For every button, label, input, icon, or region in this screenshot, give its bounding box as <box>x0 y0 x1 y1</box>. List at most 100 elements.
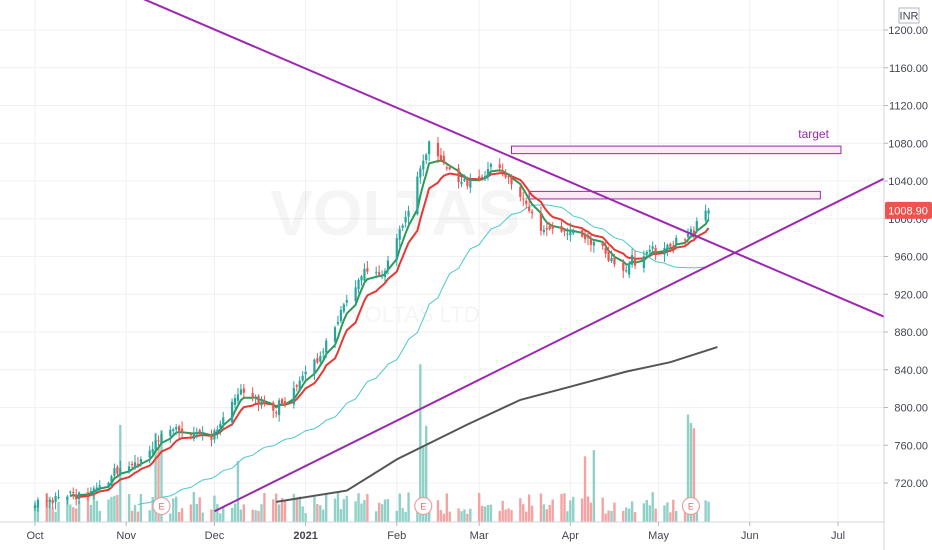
volume-bar <box>242 504 246 522</box>
currency-badge[interactable] <box>898 7 920 24</box>
volume-bar <box>648 505 651 522</box>
volume-bar <box>419 364 422 522</box>
candle-body <box>283 401 287 405</box>
candle-body <box>110 476 113 485</box>
candle-body <box>148 450 151 458</box>
watermark: VOLTAS VOLTAS LTD <box>270 177 520 327</box>
volume-bar <box>448 511 451 522</box>
volume-bar <box>630 501 634 522</box>
candle-body <box>292 387 295 405</box>
candle-body <box>319 356 322 362</box>
volume-bar <box>333 498 337 522</box>
candle-body <box>275 412 278 414</box>
candle-body <box>689 229 693 234</box>
candle-body <box>401 225 404 228</box>
volume-bar <box>316 504 319 522</box>
trendline-descending[interactable] <box>123 0 932 354</box>
candle-body <box>519 186 522 197</box>
candle-body <box>545 227 548 230</box>
volume-bar <box>201 512 204 522</box>
candle-body <box>448 167 451 170</box>
y-tick-label: 1160.00 <box>889 63 928 75</box>
price-axis-background[interactable] <box>884 0 932 550</box>
volume-bar <box>148 510 151 522</box>
earnings-letter: E <box>420 502 426 512</box>
candle-body <box>192 433 195 440</box>
candle-body <box>654 247 657 254</box>
volume-bar <box>274 493 278 522</box>
candle-body <box>463 178 466 181</box>
earnings-marker[interactable]: E <box>152 496 171 516</box>
candle-body <box>422 160 425 170</box>
candle-body <box>395 238 398 260</box>
time-axis[interactable]: Oct Nov Dec 2021 Feb Mar Apr May Jun Jul <box>26 522 845 542</box>
candle-body <box>75 494 78 500</box>
volume-bar <box>689 423 693 522</box>
candle-body <box>669 243 672 247</box>
volume-bar <box>395 510 398 522</box>
candle-body <box>230 401 234 423</box>
volume-bar <box>319 505 322 522</box>
earnings-marker[interactable]: E <box>414 496 433 516</box>
candle-body <box>175 427 178 430</box>
volume-bar <box>280 498 284 522</box>
candle-body <box>354 287 357 302</box>
volume-bar <box>401 508 404 522</box>
volume-bar <box>157 447 160 522</box>
volume-bar <box>189 504 193 522</box>
candle-body <box>189 433 192 436</box>
candle-body <box>69 491 72 493</box>
trendline-ascending[interactable] <box>213 136 932 513</box>
earnings-marker[interactable]: E <box>681 496 701 516</box>
candle-body <box>216 429 219 432</box>
x-tick-label: Nov <box>116 530 136 542</box>
volume-bar <box>522 504 525 522</box>
earnings-icon[interactable] <box>681 496 701 516</box>
volume-bar <box>489 504 493 522</box>
volume-bar <box>36 505 40 522</box>
candle-body <box>569 230 572 236</box>
volume-bar <box>174 496 178 522</box>
candle-body <box>483 176 487 179</box>
candle-body <box>198 429 201 433</box>
rectangle-zones[interactable] <box>511 145 842 200</box>
volume-bar <box>398 493 401 522</box>
volume-bar <box>675 510 678 522</box>
candle-body <box>622 262 625 271</box>
candle-body <box>583 235 587 240</box>
x-tick-label: Dec <box>205 530 225 542</box>
candle-body <box>566 233 569 235</box>
ma-200-path <box>276 346 718 503</box>
trendlines[interactable] <box>123 0 932 513</box>
candle-body <box>178 426 181 432</box>
volume-bar <box>360 503 363 522</box>
candle-body <box>510 177 513 185</box>
volume-bar <box>33 503 37 522</box>
volume-bar <box>460 511 463 522</box>
volume-bar <box>604 513 607 522</box>
candle-body <box>313 359 316 374</box>
volume-bar <box>486 505 490 522</box>
candle-body <box>322 351 325 353</box>
volume-bar <box>66 498 69 522</box>
volume-bar <box>57 501 60 522</box>
zone-rectangle[interactable] <box>528 190 821 200</box>
volume-bar <box>298 496 301 522</box>
zone-rectangle[interactable] <box>511 145 842 155</box>
volume-bar <box>601 497 604 522</box>
earnings-icon[interactable] <box>152 496 171 516</box>
volume-bar <box>480 505 484 522</box>
candle-body <box>607 251 610 261</box>
volume-bar <box>569 500 572 522</box>
candle-body <box>128 466 131 472</box>
candle-body <box>648 249 651 252</box>
candle-body <box>442 155 445 164</box>
candle-body <box>530 211 534 214</box>
candle-body <box>325 340 328 353</box>
volume-bar <box>113 495 116 522</box>
earnings-icon[interactable] <box>414 496 433 516</box>
volume-bar <box>586 496 590 522</box>
volume-bar <box>527 494 531 522</box>
